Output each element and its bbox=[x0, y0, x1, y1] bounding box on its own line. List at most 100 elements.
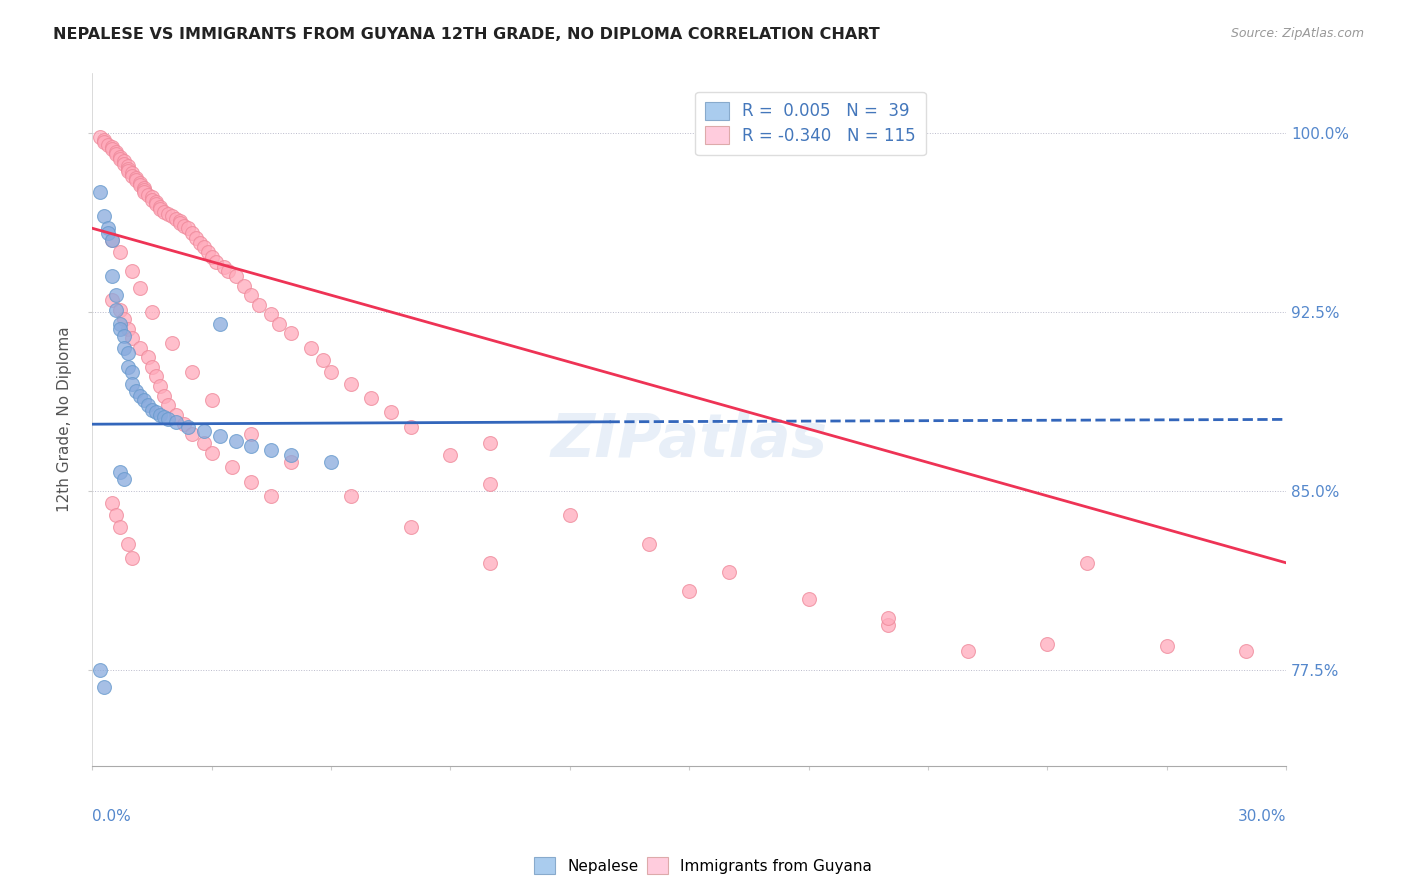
Point bbox=[160, 335, 183, 350]
Point bbox=[225, 434, 247, 448]
Point bbox=[212, 260, 235, 274]
Point bbox=[101, 233, 124, 247]
Point bbox=[180, 365, 202, 379]
Point bbox=[121, 331, 143, 345]
Point bbox=[121, 376, 143, 391]
Point bbox=[232, 278, 254, 293]
Point bbox=[149, 202, 172, 216]
Point bbox=[145, 194, 167, 209]
Point bbox=[112, 312, 135, 326]
Point bbox=[105, 508, 128, 522]
Point bbox=[149, 200, 172, 214]
Point bbox=[240, 439, 263, 453]
Point bbox=[93, 133, 115, 147]
Point bbox=[877, 611, 900, 625]
Point bbox=[217, 264, 239, 278]
Point bbox=[360, 391, 382, 405]
Point bbox=[479, 436, 502, 450]
Point bbox=[260, 489, 283, 503]
Point bbox=[221, 460, 243, 475]
Point bbox=[129, 178, 152, 193]
Point bbox=[121, 169, 143, 183]
Point bbox=[112, 341, 135, 355]
Point bbox=[260, 307, 283, 321]
Point bbox=[193, 240, 215, 254]
Point bbox=[204, 254, 226, 268]
Point bbox=[112, 472, 135, 486]
Point bbox=[240, 288, 263, 302]
Point bbox=[956, 644, 979, 658]
Point bbox=[108, 321, 131, 335]
Point bbox=[225, 268, 247, 283]
Point bbox=[121, 551, 143, 566]
Point bbox=[201, 393, 224, 408]
Point bbox=[340, 376, 363, 391]
Point bbox=[249, 298, 271, 312]
Text: 30.0%: 30.0% bbox=[1237, 809, 1286, 824]
Point bbox=[319, 455, 342, 469]
Point bbox=[93, 135, 115, 149]
Point bbox=[717, 566, 740, 580]
Point bbox=[101, 496, 124, 510]
Point bbox=[141, 402, 163, 417]
Point bbox=[156, 207, 179, 221]
Point bbox=[156, 412, 179, 426]
Point bbox=[117, 164, 139, 178]
Point bbox=[208, 429, 231, 443]
Point bbox=[141, 190, 163, 204]
Point bbox=[101, 143, 124, 157]
Point bbox=[121, 264, 143, 278]
Point bbox=[101, 268, 124, 283]
Text: NEPALESE VS IMMIGRANTS FROM GUYANA 12TH GRADE, NO DIPLOMA CORRELATION CHART: NEPALESE VS IMMIGRANTS FROM GUYANA 12TH … bbox=[53, 27, 880, 42]
Point bbox=[101, 140, 124, 154]
Point bbox=[180, 426, 202, 441]
Point bbox=[177, 419, 200, 434]
Point bbox=[105, 302, 128, 317]
Point bbox=[280, 455, 302, 469]
Point bbox=[125, 171, 148, 186]
Point bbox=[312, 352, 335, 367]
Point bbox=[145, 197, 167, 211]
Point bbox=[97, 137, 120, 152]
Point bbox=[180, 226, 202, 240]
Point bbox=[125, 384, 148, 398]
Point bbox=[280, 326, 302, 341]
Point bbox=[101, 293, 124, 307]
Point bbox=[208, 317, 231, 331]
Point bbox=[108, 465, 131, 479]
Point bbox=[136, 351, 159, 365]
Point bbox=[117, 345, 139, 359]
Point bbox=[269, 317, 291, 331]
Point bbox=[153, 410, 176, 425]
Point bbox=[678, 584, 700, 599]
Point bbox=[439, 448, 461, 462]
Point bbox=[129, 388, 152, 402]
Point bbox=[169, 214, 191, 228]
Point bbox=[108, 152, 131, 166]
Point bbox=[105, 147, 128, 161]
Point bbox=[1234, 644, 1257, 658]
Point bbox=[125, 173, 148, 187]
Text: Source: ZipAtlas.com: Source: ZipAtlas.com bbox=[1230, 27, 1364, 40]
Point bbox=[105, 145, 128, 159]
Point bbox=[132, 393, 155, 408]
Point bbox=[132, 180, 155, 194]
Point bbox=[201, 250, 224, 264]
Point bbox=[340, 489, 363, 503]
Point bbox=[188, 235, 211, 250]
Point bbox=[479, 556, 502, 570]
Point bbox=[129, 281, 152, 295]
Point bbox=[112, 154, 135, 169]
Point bbox=[93, 680, 115, 694]
Point bbox=[260, 443, 283, 458]
Point bbox=[145, 405, 167, 419]
Y-axis label: 12th Grade, No Diploma: 12th Grade, No Diploma bbox=[58, 326, 72, 512]
Point bbox=[399, 520, 422, 534]
Point bbox=[101, 233, 124, 247]
Point bbox=[89, 663, 111, 677]
Point bbox=[136, 398, 159, 412]
Point bbox=[201, 446, 224, 460]
Point bbox=[117, 359, 139, 374]
Point bbox=[112, 157, 135, 171]
Point bbox=[141, 305, 163, 319]
